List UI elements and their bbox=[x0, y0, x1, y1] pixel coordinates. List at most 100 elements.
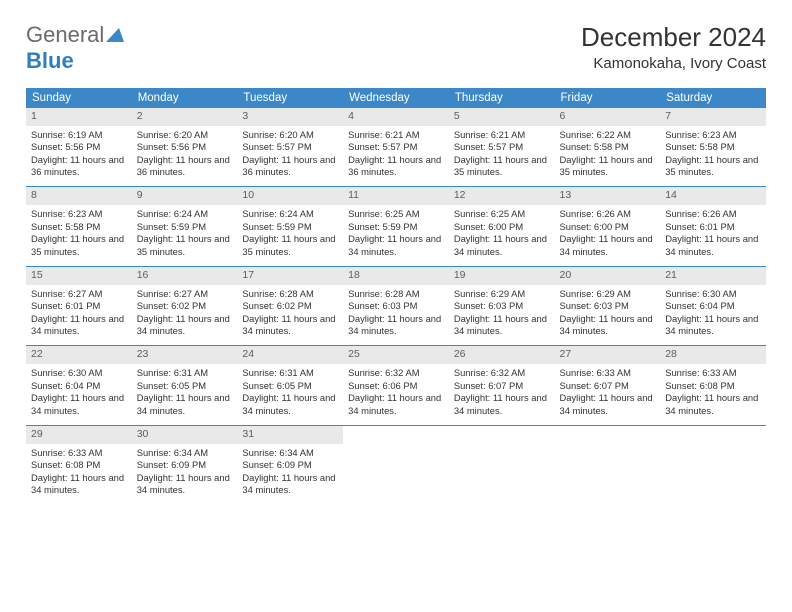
location-label: Kamonokaha, Ivory Coast bbox=[581, 55, 766, 72]
header: General Blue December 2024 Kamonokaha, I… bbox=[26, 22, 766, 74]
weekday-header: Thursday bbox=[449, 88, 555, 108]
calendar-row: 15Sunrise: 6:27 AMSunset: 6:01 PMDayligh… bbox=[26, 266, 766, 345]
day-details: Sunrise: 6:29 AMSunset: 6:03 PMDaylight:… bbox=[555, 285, 661, 346]
logo-triangle-icon bbox=[106, 22, 124, 47]
calendar-cell: 6Sunrise: 6:22 AMSunset: 5:58 PMDaylight… bbox=[555, 108, 661, 187]
logo: General Blue bbox=[26, 22, 124, 74]
day-number: 28 bbox=[660, 346, 766, 364]
day-details: Sunrise: 6:24 AMSunset: 5:59 PMDaylight:… bbox=[237, 205, 343, 266]
calendar-cell: 24Sunrise: 6:31 AMSunset: 6:05 PMDayligh… bbox=[237, 346, 343, 425]
sunset-line: Sunset: 6:00 PM bbox=[454, 221, 550, 233]
day-details: Sunrise: 6:31 AMSunset: 6:05 PMDaylight:… bbox=[132, 364, 238, 425]
sunrise-line: Sunrise: 6:20 AM bbox=[242, 129, 338, 141]
sunrise-line: Sunrise: 6:32 AM bbox=[454, 367, 550, 379]
sunrise-line: Sunrise: 6:31 AM bbox=[242, 367, 338, 379]
sunrise-line: Sunrise: 6:26 AM bbox=[560, 208, 656, 220]
day-number: 18 bbox=[343, 267, 449, 285]
day-details: Sunrise: 6:21 AMSunset: 5:57 PMDaylight:… bbox=[343, 126, 449, 187]
day-number: 24 bbox=[237, 346, 343, 364]
sunset-line: Sunset: 6:03 PM bbox=[560, 300, 656, 312]
day-number: 3 bbox=[237, 108, 343, 126]
day-number: 12 bbox=[449, 187, 555, 205]
day-number: 20 bbox=[555, 267, 661, 285]
daylight-line: Daylight: 11 hours and 35 minutes. bbox=[454, 154, 550, 179]
sunset-line: Sunset: 6:02 PM bbox=[137, 300, 233, 312]
calendar-cell: 18Sunrise: 6:28 AMSunset: 6:03 PMDayligh… bbox=[343, 266, 449, 345]
calendar-row: 29Sunrise: 6:33 AMSunset: 6:08 PMDayligh… bbox=[26, 425, 766, 504]
calendar-cell bbox=[555, 425, 661, 504]
day-details: Sunrise: 6:32 AMSunset: 6:06 PMDaylight:… bbox=[343, 364, 449, 425]
day-number: 10 bbox=[237, 187, 343, 205]
day-number: 16 bbox=[132, 267, 238, 285]
sunrise-line: Sunrise: 6:20 AM bbox=[137, 129, 233, 141]
daylight-line: Daylight: 11 hours and 34 minutes. bbox=[31, 472, 127, 497]
calendar-cell: 27Sunrise: 6:33 AMSunset: 6:07 PMDayligh… bbox=[555, 346, 661, 425]
daylight-line: Daylight: 11 hours and 34 minutes. bbox=[137, 472, 233, 497]
sunrise-line: Sunrise: 6:25 AM bbox=[454, 208, 550, 220]
day-number: 14 bbox=[660, 187, 766, 205]
day-details: Sunrise: 6:23 AMSunset: 5:58 PMDaylight:… bbox=[26, 205, 132, 266]
day-details: Sunrise: 6:19 AMSunset: 5:56 PMDaylight:… bbox=[26, 126, 132, 187]
calendar-cell: 15Sunrise: 6:27 AMSunset: 6:01 PMDayligh… bbox=[26, 266, 132, 345]
daylight-line: Daylight: 11 hours and 36 minutes. bbox=[31, 154, 127, 179]
sunset-line: Sunset: 5:58 PM bbox=[31, 221, 127, 233]
page-title: December 2024 bbox=[581, 22, 766, 53]
day-number: 13 bbox=[555, 187, 661, 205]
sunset-line: Sunset: 6:01 PM bbox=[665, 221, 761, 233]
daylight-line: Daylight: 11 hours and 34 minutes. bbox=[454, 233, 550, 258]
weekday-header-row: Sunday Monday Tuesday Wednesday Thursday… bbox=[26, 88, 766, 108]
day-details: Sunrise: 6:34 AMSunset: 6:09 PMDaylight:… bbox=[132, 444, 238, 505]
calendar-cell: 20Sunrise: 6:29 AMSunset: 6:03 PMDayligh… bbox=[555, 266, 661, 345]
daylight-line: Daylight: 11 hours and 34 minutes. bbox=[560, 233, 656, 258]
sunrise-line: Sunrise: 6:27 AM bbox=[31, 288, 127, 300]
sunset-line: Sunset: 6:01 PM bbox=[31, 300, 127, 312]
daylight-line: Daylight: 11 hours and 34 minutes. bbox=[665, 233, 761, 258]
sunrise-line: Sunrise: 6:26 AM bbox=[665, 208, 761, 220]
daylight-line: Daylight: 11 hours and 34 minutes. bbox=[348, 233, 444, 258]
daylight-line: Daylight: 11 hours and 34 minutes. bbox=[560, 313, 656, 338]
daylight-line: Daylight: 11 hours and 34 minutes. bbox=[242, 313, 338, 338]
daylight-line: Daylight: 11 hours and 34 minutes. bbox=[454, 392, 550, 417]
calendar-cell: 30Sunrise: 6:34 AMSunset: 6:09 PMDayligh… bbox=[132, 425, 238, 504]
calendar-cell: 19Sunrise: 6:29 AMSunset: 6:03 PMDayligh… bbox=[449, 266, 555, 345]
daylight-line: Daylight: 11 hours and 34 minutes. bbox=[242, 472, 338, 497]
sunrise-line: Sunrise: 6:24 AM bbox=[242, 208, 338, 220]
sunrise-line: Sunrise: 6:32 AM bbox=[348, 367, 444, 379]
day-number: 23 bbox=[132, 346, 238, 364]
calendar-row: 1Sunrise: 6:19 AMSunset: 5:56 PMDaylight… bbox=[26, 108, 766, 187]
day-details: Sunrise: 6:23 AMSunset: 5:58 PMDaylight:… bbox=[660, 126, 766, 187]
sunset-line: Sunset: 5:58 PM bbox=[560, 141, 656, 153]
sunrise-line: Sunrise: 6:21 AM bbox=[348, 129, 444, 141]
sunset-line: Sunset: 5:57 PM bbox=[348, 141, 444, 153]
day-details: Sunrise: 6:32 AMSunset: 6:07 PMDaylight:… bbox=[449, 364, 555, 425]
logo-text-blue: Blue bbox=[26, 48, 74, 73]
calendar-cell: 22Sunrise: 6:30 AMSunset: 6:04 PMDayligh… bbox=[26, 346, 132, 425]
sunset-line: Sunset: 6:06 PM bbox=[348, 380, 444, 392]
calendar-cell: 3Sunrise: 6:20 AMSunset: 5:57 PMDaylight… bbox=[237, 108, 343, 187]
daylight-line: Daylight: 11 hours and 35 minutes. bbox=[137, 233, 233, 258]
daylight-line: Daylight: 11 hours and 35 minutes. bbox=[665, 154, 761, 179]
weekday-header: Sunday bbox=[26, 88, 132, 108]
calendar-cell: 8Sunrise: 6:23 AMSunset: 5:58 PMDaylight… bbox=[26, 187, 132, 266]
calendar-cell: 10Sunrise: 6:24 AMSunset: 5:59 PMDayligh… bbox=[237, 187, 343, 266]
sunrise-line: Sunrise: 6:34 AM bbox=[242, 447, 338, 459]
calendar-table: Sunday Monday Tuesday Wednesday Thursday… bbox=[26, 88, 766, 504]
sunrise-line: Sunrise: 6:31 AM bbox=[137, 367, 233, 379]
sunset-line: Sunset: 5:59 PM bbox=[137, 221, 233, 233]
daylight-line: Daylight: 11 hours and 34 minutes. bbox=[454, 313, 550, 338]
day-number: 6 bbox=[555, 108, 661, 126]
sunrise-line: Sunrise: 6:24 AM bbox=[137, 208, 233, 220]
calendar-cell: 31Sunrise: 6:34 AMSunset: 6:09 PMDayligh… bbox=[237, 425, 343, 504]
sunrise-line: Sunrise: 6:21 AM bbox=[454, 129, 550, 141]
daylight-line: Daylight: 11 hours and 36 minutes. bbox=[242, 154, 338, 179]
daylight-line: Daylight: 11 hours and 34 minutes. bbox=[560, 392, 656, 417]
calendar-cell: 16Sunrise: 6:27 AMSunset: 6:02 PMDayligh… bbox=[132, 266, 238, 345]
sunrise-line: Sunrise: 6:27 AM bbox=[137, 288, 233, 300]
day-number: 7 bbox=[660, 108, 766, 126]
sunrise-line: Sunrise: 6:33 AM bbox=[31, 447, 127, 459]
day-number: 31 bbox=[237, 426, 343, 444]
sunrise-line: Sunrise: 6:33 AM bbox=[665, 367, 761, 379]
sunset-line: Sunset: 6:02 PM bbox=[242, 300, 338, 312]
day-details: Sunrise: 6:31 AMSunset: 6:05 PMDaylight:… bbox=[237, 364, 343, 425]
day-details: Sunrise: 6:20 AMSunset: 5:56 PMDaylight:… bbox=[132, 126, 238, 187]
